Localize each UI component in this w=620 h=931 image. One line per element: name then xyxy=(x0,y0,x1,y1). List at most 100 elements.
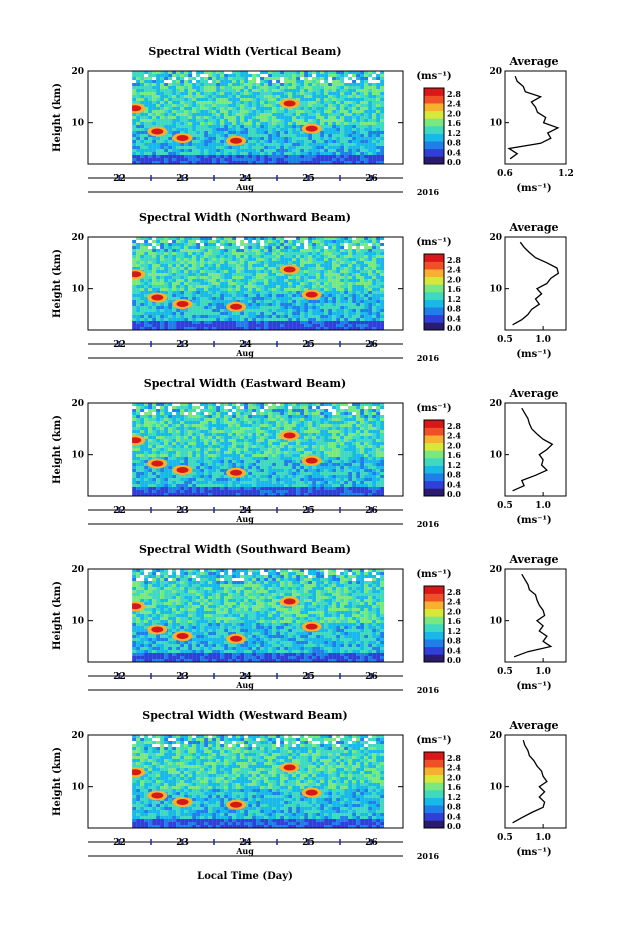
colorbar-swatch xyxy=(424,276,444,285)
colorbar-tick-label: 1.6 xyxy=(447,284,461,294)
figure-x-label: Local Time (Day) xyxy=(197,871,293,882)
x-tick-label: 23 xyxy=(176,506,189,516)
colorbar-tick-label: 2.0 xyxy=(447,440,461,450)
year-label: 2016 xyxy=(417,851,440,861)
average-unit-label: (ms⁻¹) xyxy=(516,681,551,692)
x-tick-label: 23 xyxy=(176,174,189,184)
year-label: 2016 xyxy=(417,353,440,363)
colorbar-tick-label: 1.6 xyxy=(447,450,461,460)
colorbar-frame xyxy=(423,751,445,829)
x-tick-label: 23 xyxy=(176,340,189,350)
colorbar-swatch xyxy=(424,473,444,482)
y-tick-label: 10 xyxy=(71,783,84,793)
colorbar-swatch xyxy=(424,269,444,278)
colorbar-swatch xyxy=(424,435,444,444)
colorbar-swatch xyxy=(424,646,444,655)
colorbar-tick-label: 2.4 xyxy=(447,431,461,441)
colorbar-swatch xyxy=(424,110,444,119)
x-tick-label: 24 xyxy=(239,506,252,516)
average-x-tick-label: 1.0 xyxy=(535,335,551,345)
colorbar-tick-label: 2.0 xyxy=(447,772,461,782)
month-label: Aug xyxy=(235,182,254,192)
colorbar-swatch xyxy=(424,299,444,308)
colorbar-swatch xyxy=(424,752,444,760)
x-tick-label: 22 xyxy=(113,174,126,184)
average-profile-line xyxy=(512,241,560,326)
x-tick-label: 26 xyxy=(365,340,378,350)
colorbar-tick-label: 2.0 xyxy=(447,108,461,118)
month-label: Aug xyxy=(235,680,254,690)
average-y-tick-label: 10 xyxy=(489,119,502,129)
y-tick-label: 10 xyxy=(71,119,84,129)
plot-frame xyxy=(87,734,404,829)
y-axis-label: Height (km) xyxy=(52,747,63,816)
colorbar-swatch xyxy=(424,774,444,783)
colorbar-tick-label: 2.8 xyxy=(447,89,461,99)
average-frame xyxy=(504,402,567,497)
average-y-tick-label: 10 xyxy=(489,617,502,627)
average-unit-label: (ms⁻¹) xyxy=(516,183,551,194)
colorbar-swatch xyxy=(424,624,444,632)
month-label: Aug xyxy=(235,514,254,524)
average-x-tick-label: 0.6 xyxy=(497,169,513,179)
plot-frame xyxy=(87,402,404,497)
x-tick-label: 26 xyxy=(365,506,378,516)
colorbar-tick-label: 1.2 xyxy=(447,792,461,802)
colorbar-unit-label: (ms⁻¹) xyxy=(416,403,451,414)
year-label: 2016 xyxy=(417,187,440,197)
colorbar-tick-label: 2.8 xyxy=(447,421,461,431)
year-label: 2016 xyxy=(417,685,440,695)
colorbar-swatch xyxy=(424,631,444,640)
colorbar-tick-label: 2.4 xyxy=(447,763,461,773)
colorbar-tick-label: 2.0 xyxy=(447,274,461,284)
colorbar-unit-label: (ms⁻¹) xyxy=(416,569,451,580)
colorbar-swatch xyxy=(424,767,444,776)
x-tick-label: 26 xyxy=(365,672,378,682)
average-y-tick-label: 10 xyxy=(489,451,502,461)
colorbar-swatch xyxy=(424,442,444,451)
colorbar-swatch xyxy=(424,639,444,648)
heatmap-cells xyxy=(132,403,385,496)
average-x-tick-label: 1.2 xyxy=(558,169,574,179)
x-tick-label: 25 xyxy=(302,174,315,184)
colorbar-tick-label: 0.0 xyxy=(447,323,461,333)
average-title: Average xyxy=(508,387,558,400)
colorbar-swatch xyxy=(424,488,444,497)
colorbar-tick-label: 0.4 xyxy=(447,147,461,157)
x-tick-label: 24 xyxy=(239,340,252,350)
colorbar-swatch xyxy=(424,307,444,316)
colorbar-swatch xyxy=(424,797,444,806)
chart-panel-2: Spectral Width (Northward Beam) Height (k… xyxy=(52,211,567,363)
colorbar-swatch xyxy=(424,427,444,436)
average-frame xyxy=(504,734,567,829)
colorbar-tick-label: 0.8 xyxy=(447,304,461,314)
colorbar-swatch xyxy=(424,654,444,663)
colorbar-swatch xyxy=(424,805,444,814)
colorbar-tick-label: 0.8 xyxy=(447,470,461,480)
y-axis-label: Height (km) xyxy=(52,581,63,650)
average-x-tick-label: 0.5 xyxy=(497,833,513,843)
plot-frame xyxy=(87,568,404,663)
x-tick-label: 26 xyxy=(365,838,378,848)
y-tick-label: 20 xyxy=(71,399,84,409)
average-frame xyxy=(504,236,567,331)
month-label: Aug xyxy=(235,846,254,856)
colorbar-tick-label: 0.8 xyxy=(447,802,461,812)
average-profile-line xyxy=(512,740,548,824)
colorbar-tick-label: 1.2 xyxy=(447,294,461,304)
colorbar-tick-label: 1.6 xyxy=(447,118,461,128)
colorbar-tick-label: 2.4 xyxy=(447,99,461,109)
colorbar-tick-label: 2.8 xyxy=(447,587,461,597)
colorbar-frame xyxy=(423,585,445,663)
colorbar-frame xyxy=(423,87,445,165)
colorbar-tick-label: 0.0 xyxy=(447,655,461,665)
x-tick-label: 25 xyxy=(302,506,315,516)
colorbar-swatch xyxy=(424,148,444,157)
average-y-tick-label: 20 xyxy=(489,399,502,409)
colorbar-swatch xyxy=(424,88,444,96)
colorbar-swatch xyxy=(424,314,444,323)
panels-group: Spectral Width (Vertical Beam) Height (km… xyxy=(52,45,574,861)
x-tick-label: 24 xyxy=(239,838,252,848)
heatmap-cells xyxy=(132,569,385,662)
